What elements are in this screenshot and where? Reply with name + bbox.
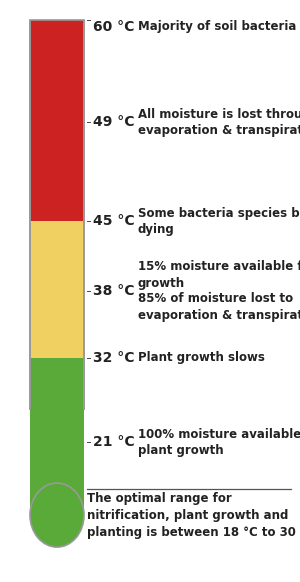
Text: The optimal range for
nitrification, plant growth and
planting is between 18 °C : The optimal range for nitrification, pla… [87, 492, 300, 539]
Text: Plant growth slows: Plant growth slows [138, 352, 265, 364]
Bar [30, 20, 84, 221]
Text: Majority of soil bacteria die: Majority of soil bacteria die [138, 20, 300, 33]
Text: 60 °C: 60 °C [93, 20, 134, 34]
Ellipse shape [30, 483, 84, 547]
Text: 45 °C: 45 °C [93, 214, 135, 228]
Text: 32 °C: 32 °C [93, 351, 134, 365]
Bar [31, 402, 83, 416]
Text: 38 °C: 38 °C [93, 284, 134, 298]
Text: All moisture is lost through
evaporation & transpiration: All moisture is lost through evaporation… [138, 108, 300, 137]
Bar [30, 399, 84, 422]
Text: Some bacteria species begin
dying: Some bacteria species begin dying [138, 207, 300, 236]
Bar [30, 221, 84, 358]
Text: 49 °C: 49 °C [93, 115, 134, 129]
Text: 15% moisture available for
growth
85% of moisture lost to
evaporation & transpir: 15% moisture available for growth 85% of… [138, 261, 300, 321]
Text: 100% moisture available for
plant growth: 100% moisture available for plant growth [138, 428, 300, 457]
Text: 21 °C: 21 °C [93, 435, 135, 449]
Bar [30, 358, 84, 515]
